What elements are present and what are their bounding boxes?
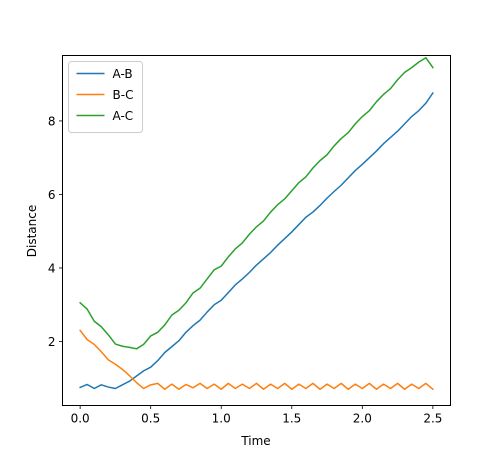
x-tick-label: 0.0	[71, 412, 90, 426]
x-tick-label: 1.0	[212, 412, 231, 426]
series-line-a-c	[79, 56, 434, 350]
series-line-a-b	[79, 91, 434, 390]
x-axis-ticks: 0.0 0.5 1.0 1.5 2.0 2.5	[71, 405, 442, 426]
legend-label: B-C	[113, 88, 134, 102]
x-tick-label: 2.5	[423, 412, 442, 426]
y-tick-label: 8	[48, 114, 56, 128]
x-axis-label: Time	[240, 434, 270, 448]
series-line-b-c	[79, 329, 434, 391]
y-tick-label: 6	[48, 188, 56, 202]
axes-frame	[62, 55, 451, 406]
plot-area	[79, 56, 434, 391]
x-tick-label: 0.5	[141, 412, 160, 426]
legend-label: A-B	[113, 67, 133, 81]
y-axis-ticks: 2 4 6 8	[48, 114, 63, 349]
legend-label: A-C	[113, 109, 134, 123]
y-axis-label: Distance	[25, 205, 39, 257]
x-tick-label: 2.0	[353, 412, 372, 426]
y-tick-label: 4	[48, 261, 56, 275]
legend: A-B B-C A-C	[68, 61, 143, 133]
y-tick-label: 2	[48, 335, 56, 349]
x-tick-label: 1.5	[282, 412, 301, 426]
